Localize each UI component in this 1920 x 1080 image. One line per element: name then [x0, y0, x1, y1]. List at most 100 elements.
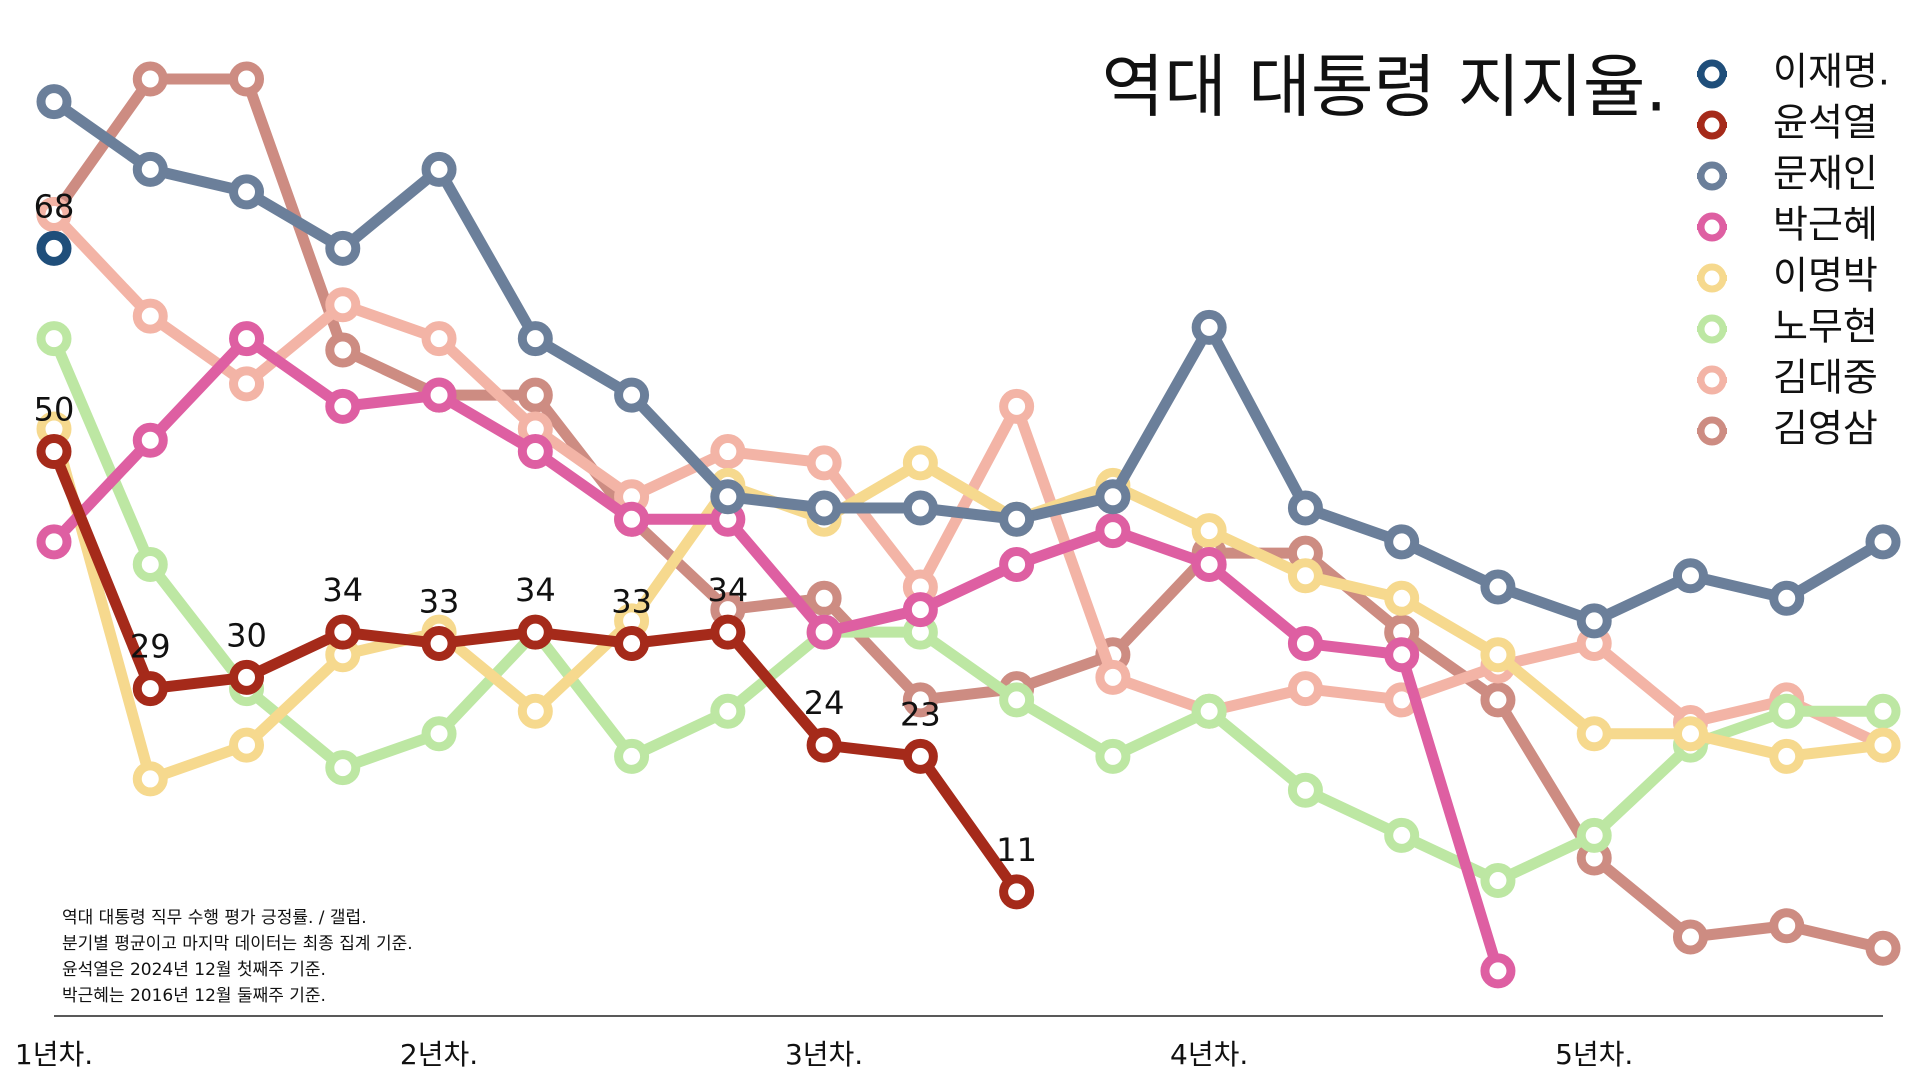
- point: [132, 422, 168, 458]
- point: [325, 750, 361, 786]
- point: [1769, 580, 1805, 616]
- value-label: 34: [322, 571, 363, 609]
- x-tick-label: 2년차.: [400, 1038, 478, 1071]
- point: [1576, 603, 1612, 639]
- point: [36, 321, 72, 357]
- point: [517, 321, 553, 357]
- point: [1191, 546, 1227, 582]
- legend-label: 문재인: [1773, 152, 1878, 196]
- point: [1480, 863, 1516, 899]
- legend-label: 이재명.: [1773, 50, 1890, 94]
- legend-marker: [1697, 416, 1727, 446]
- point: [806, 727, 842, 763]
- value-label: 34: [515, 571, 556, 609]
- note: 윤석열은 2024년 12월 첫째주 기준.: [62, 960, 326, 980]
- point: [517, 614, 553, 650]
- point: [132, 546, 168, 582]
- point: [132, 761, 168, 797]
- point: [806, 614, 842, 650]
- legend-label: 노무현: [1773, 305, 1878, 349]
- series: 50 29 30 34 33 34 33 34 24 23 11: [34, 391, 1037, 910]
- point: [421, 625, 457, 661]
- note: 박근혜는 2016년 12월 둘째주 기준.: [62, 986, 326, 1006]
- point: [325, 614, 361, 650]
- point: [229, 366, 265, 402]
- point: [229, 174, 265, 210]
- point: [36, 524, 72, 560]
- point: [229, 61, 265, 97]
- point: [229, 727, 265, 763]
- point: [229, 321, 265, 357]
- point: [325, 332, 361, 368]
- legend-label: 김영삼: [1773, 407, 1878, 451]
- point: [1287, 625, 1323, 661]
- point: [1287, 772, 1323, 808]
- point: [132, 61, 168, 97]
- point: [36, 230, 72, 266]
- point: [1769, 693, 1805, 729]
- point: [421, 321, 457, 357]
- point: [1672, 919, 1708, 955]
- point: [1865, 727, 1901, 763]
- point: [132, 151, 168, 187]
- point: [902, 682, 938, 718]
- series-line: [48, 333, 1504, 977]
- point: [999, 388, 1035, 424]
- note: 역대 대통령 직무 수행 평가 긍정률. / 갤럽.: [62, 908, 367, 928]
- chart-title: 역대 대통령 지지율.: [1102, 49, 1667, 128]
- point: [1287, 558, 1323, 594]
- series: [36, 321, 1516, 989]
- point: [1576, 716, 1612, 752]
- legend-label: 김대중: [1773, 356, 1878, 400]
- value-label: 23: [900, 695, 941, 733]
- legend-marker: [1697, 59, 1727, 89]
- point: [1287, 490, 1323, 526]
- point: [36, 84, 72, 120]
- point: [1384, 637, 1420, 673]
- point: [806, 445, 842, 481]
- point: [36, 196, 72, 232]
- point: [902, 738, 938, 774]
- legend-marker: [1697, 110, 1727, 140]
- point: [1384, 580, 1420, 616]
- point: [325, 287, 361, 323]
- point: [999, 682, 1035, 718]
- legend-marker: [1697, 263, 1727, 293]
- legend-marker: [1697, 314, 1727, 344]
- point: [517, 377, 553, 413]
- point: [614, 625, 650, 661]
- point: [421, 151, 457, 187]
- point: [325, 230, 361, 266]
- x-tick-label: 3년차.: [785, 1038, 863, 1071]
- point: [614, 738, 650, 774]
- point: [1769, 908, 1805, 944]
- point: [1191, 513, 1227, 549]
- point: [1480, 953, 1516, 989]
- value-label: 34: [707, 571, 748, 609]
- point: [1480, 569, 1516, 605]
- point: [325, 388, 361, 424]
- point: [1480, 637, 1516, 673]
- point: [1672, 558, 1708, 594]
- point: [902, 592, 938, 628]
- point: [1865, 693, 1901, 729]
- point: [517, 693, 553, 729]
- point: [1095, 513, 1131, 549]
- point: [517, 434, 553, 470]
- point: [999, 546, 1035, 582]
- x-tick-label: 1년차.: [15, 1038, 93, 1071]
- legend-marker: [1697, 212, 1727, 242]
- point: [1287, 671, 1323, 707]
- point: [614, 377, 650, 413]
- point: [132, 298, 168, 334]
- point: [132, 671, 168, 707]
- point: [1865, 524, 1901, 560]
- note: 분기별 평균이고 마지막 데이터는 최종 집계 기준.: [62, 934, 413, 954]
- series: [36, 411, 1901, 797]
- point: [1480, 682, 1516, 718]
- point: [1095, 659, 1131, 695]
- value-label: 11: [996, 831, 1037, 869]
- x-tick-label: 5년차.: [1555, 1038, 1633, 1071]
- point: [1191, 309, 1227, 345]
- value-label: 50: [34, 391, 75, 429]
